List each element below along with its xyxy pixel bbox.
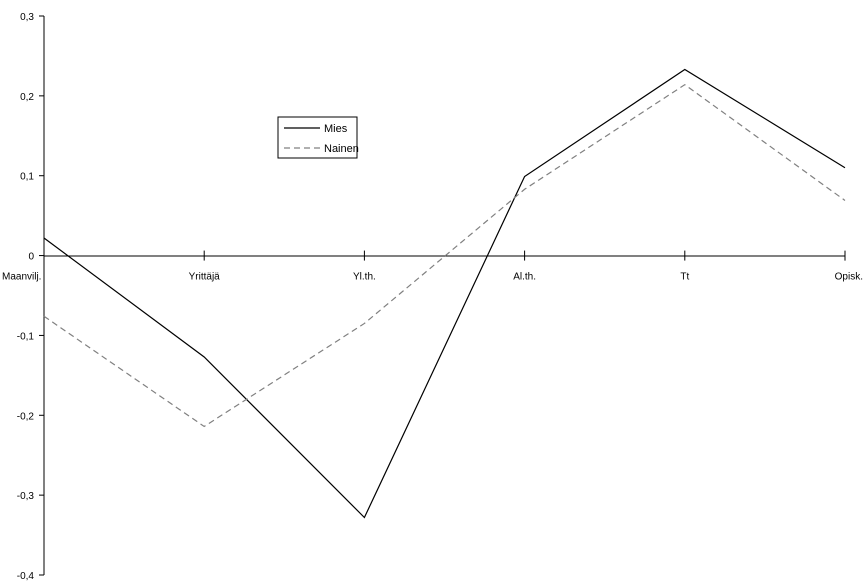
- x-tick-label: Yrittäjä: [189, 272, 221, 283]
- y-tick-label: 0,1: [20, 172, 34, 183]
- x-tick-label: Yl.th.: [353, 272, 376, 283]
- legend: Mies Nainen: [277, 116, 359, 159]
- series-line-nainen: [43, 83, 846, 428]
- y-tick-label: -0,2: [17, 411, 35, 422]
- legend-label-mies: Mies: [324, 123, 348, 135]
- series-line-mies: [43, 68, 846, 519]
- legend-label-nainen: Nainen: [324, 143, 359, 155]
- y-tick-label: -0,3: [17, 491, 35, 502]
- y-tick-label: -0,1: [17, 331, 35, 342]
- y-tick-label: 0: [28, 252, 34, 263]
- axes: [43, 16, 845, 575]
- x-tick-label: Maanvilj.: [2, 272, 41, 283]
- y-axis-ticks: 0,3 0,2 0,1 0 -0,1 -0,2 -0,3 -0,4: [17, 12, 44, 582]
- x-tick-label: Al.th.: [513, 272, 536, 283]
- x-axis-ticks: Maanvilj. Yrittäjä Yl.th. Al.th. Tt Opisk.: [2, 250, 863, 283]
- legend-box: [277, 116, 358, 159]
- y-tick-label: -0,4: [17, 571, 35, 582]
- x-tick-label: Tt: [680, 272, 689, 283]
- y-tick-label: 0,2: [20, 92, 34, 103]
- series-lines: [43, 68, 846, 519]
- x-tick-label: Opisk.: [835, 272, 863, 283]
- y-tick-label: 0,3: [20, 12, 34, 23]
